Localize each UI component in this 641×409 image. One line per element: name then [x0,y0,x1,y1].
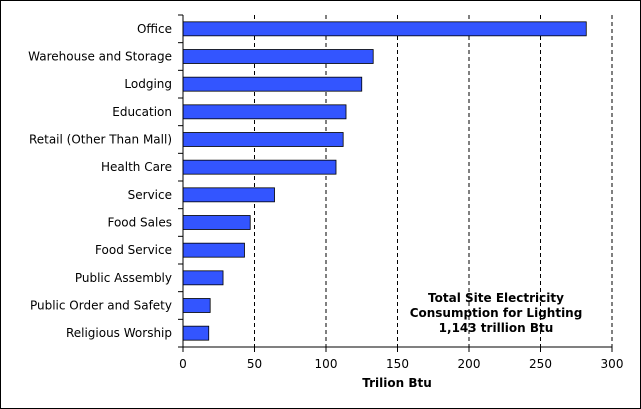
bar-food-service [182,242,245,258]
annotation-line-2: Consumption for Lighting [410,306,583,320]
axes [178,14,613,352]
x-tick-label: 50 [247,357,262,371]
bar-public-order-and-safety [182,298,211,313]
bar-retail-other-than-mall [182,132,344,147]
bar-health-care [182,159,337,175]
x-tick-labels: 0 50 100 150 200 250 300 [179,357,623,371]
category-label: Food Service [95,243,172,257]
x-tick-label: 100 [315,357,338,371]
x-tick-label: 0 [179,357,187,371]
x-tick-label: 200 [458,357,481,371]
bar-food-sales [182,215,251,230]
x-axis-title: Trilion Btu [362,376,432,390]
category-label: Health Care [101,160,172,174]
annotation-line-1: Total Site Electricity [428,291,564,305]
bar-office [182,21,587,37]
bar-lodging [182,76,363,92]
category-label: Public Order and Safety [30,299,172,313]
bar-education [182,104,347,120]
x-tick-label: 300 [601,357,624,371]
bars [182,21,587,341]
category-label: Office [137,22,172,36]
category-label: Food Sales [107,216,172,230]
bar-warehouse-and-storage [182,49,374,64]
category-label: Warehouse and Storage [28,50,172,64]
category-label: Religious Worship [66,326,172,340]
bar-service [182,187,275,203]
category-label: Retail (Other Than Mall) [29,133,172,147]
category-labels: Office Warehouse and Storage Lodging Educat… [28,22,172,340]
x-tick-label: 250 [529,357,552,371]
category-label: Service [128,188,172,202]
category-label: Public Assembly [75,271,172,285]
x-tick-label: 150 [386,357,409,371]
annotation-line-3: 1,143 trillion Btu [439,321,554,335]
bar-public-assembly [182,270,224,286]
total-annotation: Total Site Electricity Consumption for L… [410,291,583,335]
category-label: Lodging [124,77,172,91]
grid-lines [254,15,613,347]
category-label: Education [112,105,172,119]
bar-religious-worship [182,325,210,341]
